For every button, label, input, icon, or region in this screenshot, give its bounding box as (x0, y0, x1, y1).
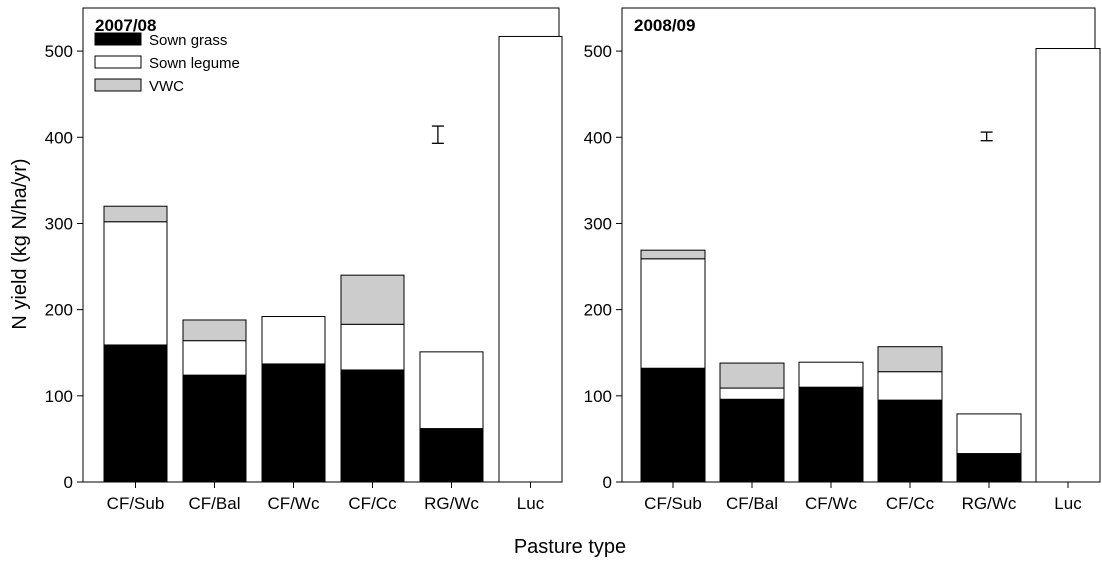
y-tick-label: 300 (45, 214, 73, 233)
legend-swatch (94, 55, 142, 69)
bar-segment (640, 258, 706, 369)
x-tick-label: Luc (1054, 494, 1082, 513)
chart-panel-1: 0 100 200 300 400 500 CF/Sub CF/Bal CF/Wc CF/Cc RG… (45, 7, 563, 513)
panel-title: 2007/08 (95, 16, 156, 35)
legend-label: Sown legume (149, 55, 240, 72)
y-tick-label: 0 (64, 473, 73, 492)
y-tick-label: 400 (45, 128, 73, 147)
x-tick-label: Luc (517, 494, 545, 513)
bar-segment (261, 363, 326, 483)
bar-segment (419, 351, 484, 430)
y-tick-label: 100 (45, 387, 73, 406)
x-tick-label: RG/Wc (424, 494, 479, 513)
y-tick-label: 200 (584, 301, 612, 320)
bar-segment (956, 413, 1022, 455)
y-axis-title: N yield (kg N/ha/yr) (9, 158, 31, 329)
y-tick-label: 500 (584, 42, 612, 61)
bar-segment (498, 35, 563, 483)
bar-segment (419, 428, 484, 483)
panel-title: 2008/09 (634, 16, 695, 35)
x-tick-label: CF/Cc (348, 494, 397, 513)
y-tick-label: 100 (584, 387, 612, 406)
chart-panel-2: 0 100 200 300 400 500 CF/Sub CF/Bal CF/Wc CF/Cc RG… (584, 7, 1101, 513)
bar-segment (340, 369, 405, 483)
legend-label: VWC (149, 78, 184, 95)
x-tick-label: CF/Wc (268, 494, 320, 513)
bar-segment (182, 340, 247, 376)
bar-segment (182, 374, 247, 483)
bar-segment (719, 387, 785, 400)
bar-segment (719, 362, 785, 389)
bar-segment (261, 316, 326, 365)
bar-segment (798, 361, 864, 388)
bar-segment (340, 323, 405, 371)
x-tick-label: CF/Bal (726, 494, 778, 513)
lsd-error-bar (431, 125, 444, 144)
bar-segment (877, 346, 943, 373)
x-tick-label: RG/Wc (962, 494, 1017, 513)
y-tick-label: 0 (603, 473, 612, 492)
bar-segment (877, 399, 943, 483)
bar-segment (103, 205, 168, 223)
bar-segment (719, 398, 785, 483)
x-tick-label: CF/Bal (189, 494, 241, 513)
x-tick-label: CF/Sub (644, 494, 702, 513)
bar-segment (640, 367, 706, 483)
x-axis-title: Pasture type (514, 536, 626, 558)
lsd-error-bar (980, 131, 993, 142)
bar-segment (877, 371, 943, 401)
bar-segment (103, 221, 168, 346)
bar-segment (182, 319, 247, 342)
x-tick-label: CF/Sub (107, 494, 165, 513)
bar-segment (103, 344, 168, 483)
bar-segment (1035, 48, 1101, 483)
legend-swatch (94, 78, 142, 92)
y-tick-label: 400 (584, 128, 612, 147)
x-tick-label: CF/Cc (886, 494, 935, 513)
bar-segment (640, 249, 706, 260)
y-tick-label: 500 (45, 42, 73, 61)
y-tick-label: 300 (584, 214, 612, 233)
y-tick-label: 200 (45, 301, 73, 320)
legend-label: Sown grass (149, 32, 227, 49)
bar-segment (956, 453, 1022, 483)
bar-segment (798, 386, 864, 483)
legend-swatch (94, 32, 142, 46)
bar-segment (340, 274, 405, 325)
x-tick-label: CF/Wc (805, 494, 857, 513)
legend: Sown grass Sown legume VWC (94, 32, 240, 95)
